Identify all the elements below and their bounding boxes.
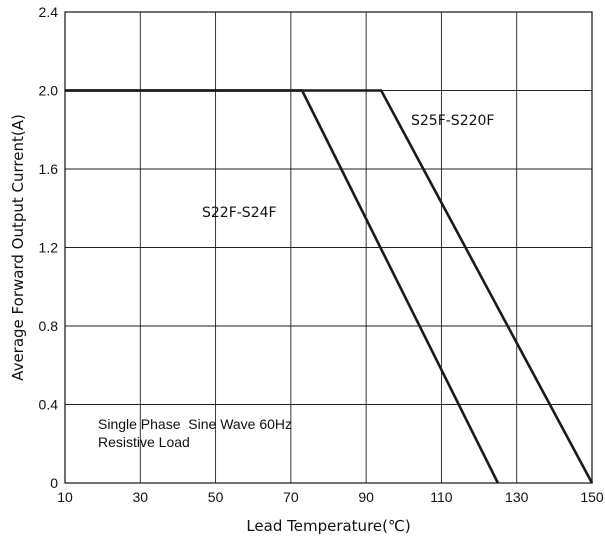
plot-frame bbox=[64, 11, 593, 484]
series-label-s22f-s24f: S22F-S24F bbox=[202, 205, 277, 221]
x-tick-label-2: 50 bbox=[208, 489, 224, 505]
y-tick-label-0: 0 bbox=[50, 475, 58, 491]
x-tick-label-0: 10 bbox=[57, 489, 73, 505]
x-tick-label-7: 150 bbox=[580, 489, 604, 505]
tick-labels: 10 30 50 70 90 110 130 150 0 0.4 0.8 1.2 1.6 2.0 2.4 bbox=[39, 4, 604, 505]
x-axis-label: Lead Temperature(℃) bbox=[246, 517, 410, 535]
annotation-load: Resistive Load bbox=[98, 434, 190, 450]
y-tick-label-3: 1.2 bbox=[39, 240, 59, 256]
y-tick-label-5: 2.0 bbox=[39, 83, 59, 99]
series-label-s25f-s220f: S25F-S220F bbox=[411, 113, 494, 129]
series-line-s25f-s220f bbox=[65, 89, 594, 484]
annotation-waveform: Single Phase Sine Wave 60Hz bbox=[98, 416, 292, 432]
y-tick-label-4: 1.6 bbox=[39, 161, 59, 177]
x-tick-label-1: 30 bbox=[132, 489, 148, 505]
x-tick-label-5: 110 bbox=[430, 489, 453, 505]
series-layer bbox=[65, 89, 594, 484]
x-tick-label-3: 70 bbox=[283, 489, 299, 505]
y-tick-label-1: 0.4 bbox=[39, 397, 59, 413]
y-axis-label: Average Forward Output Current(A) bbox=[9, 114, 27, 381]
x-tick-label-6: 130 bbox=[505, 489, 529, 505]
grid bbox=[64, 11, 593, 484]
y-tick-label-6: 2.4 bbox=[39, 4, 59, 20]
y-tick-label-2: 0.8 bbox=[39, 318, 59, 334]
x-tick-label-4: 90 bbox=[358, 489, 374, 505]
